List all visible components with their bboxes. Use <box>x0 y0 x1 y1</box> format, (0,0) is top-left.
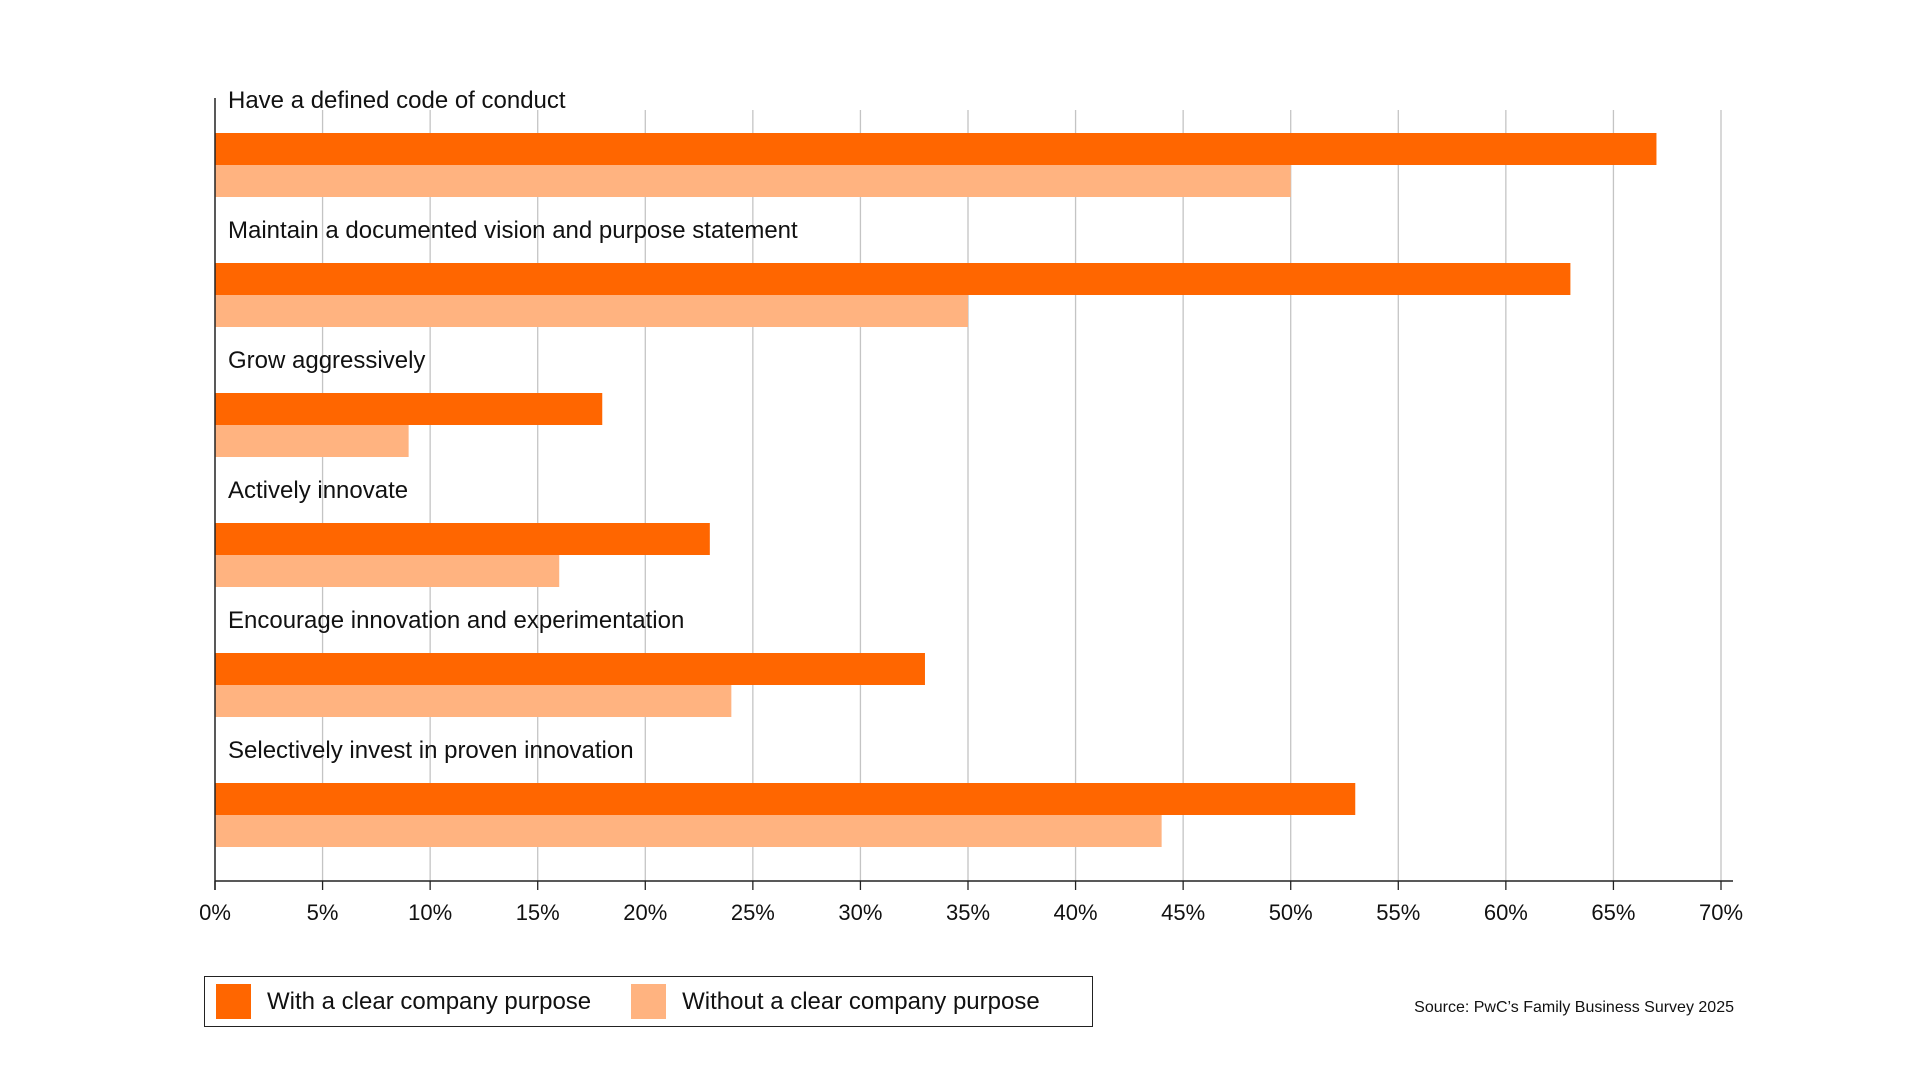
bar <box>215 523 710 555</box>
axes <box>214 98 1733 890</box>
bar <box>215 555 560 587</box>
x-tick-label: 55% <box>1376 900 1420 925</box>
bar <box>215 685 732 717</box>
bar <box>215 783 1356 815</box>
bar <box>215 295 968 327</box>
x-tick-label: 65% <box>1591 900 1635 925</box>
source-note: Source: PwC’s Family Business Survey 202… <box>1414 999 1734 1016</box>
x-tick-label: 25% <box>731 900 775 925</box>
x-tick-label: 45% <box>1161 900 1205 925</box>
category-label: Selectively invest in proven innovation <box>228 737 634 764</box>
bar <box>215 393 603 425</box>
category-label: Have a defined code of conduct <box>228 87 566 114</box>
category-label: Actively innovate <box>228 477 408 504</box>
x-tick-label: 70% <box>1699 900 1743 925</box>
category-labels: Have a defined code of conduct Maintain a… <box>228 87 798 764</box>
category-label: Grow aggressively <box>228 347 425 374</box>
legend: With a clear company purpose Without a c… <box>204 976 1093 1027</box>
gridlines <box>321 110 1722 881</box>
bars <box>215 133 1657 847</box>
bar <box>215 133 1657 165</box>
x-tick-label: 0% <box>199 900 231 925</box>
x-tick-label: 40% <box>1054 900 1098 925</box>
legend-swatch-without-purpose <box>631 984 667 1019</box>
bar <box>215 165 1291 197</box>
x-tick-label: 60% <box>1484 900 1528 925</box>
bar <box>215 653 925 685</box>
legend-item-without-purpose: Without a clear company purpose <box>631 984 1040 1019</box>
category-label: Maintain a documented vision and purpose… <box>228 217 798 244</box>
bar <box>215 815 1162 847</box>
x-tick-label: 30% <box>838 900 882 925</box>
x-tick-label: 5% <box>307 900 339 925</box>
x-tick-label: 35% <box>946 900 990 925</box>
bar <box>215 425 409 457</box>
legend-label-with-purpose: With a clear company purpose <box>267 987 592 1015</box>
legend-swatch-with-purpose <box>216 984 251 1019</box>
x-tick-labels: 0% 5% 10% 15% 20% 25% 30% 35% 40% 45% 50% 55% 60% 65%… <box>199 900 1743 925</box>
x-tick-label: 50% <box>1269 900 1313 925</box>
legend-label-without-purpose: Without a clear company purpose <box>682 987 1040 1015</box>
bar <box>215 263 1571 295</box>
x-tick-label: 15% <box>516 900 560 925</box>
legend-item-with-purpose: With a clear company purpose <box>216 984 591 1019</box>
x-tick-label: 10% <box>408 900 452 925</box>
category-label: Encourage innovation and experimentation <box>228 607 684 634</box>
x-tick-label: 20% <box>623 900 667 925</box>
